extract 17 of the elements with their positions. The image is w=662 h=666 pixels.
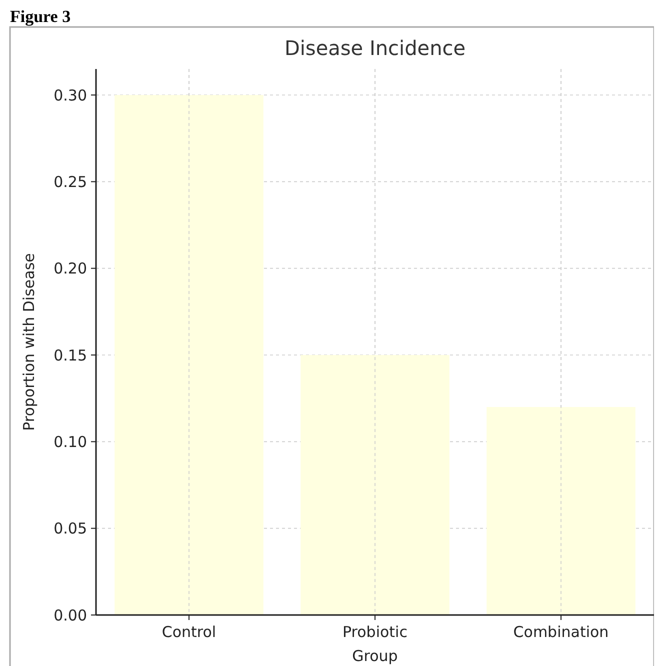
y-tick-label: 0.20 xyxy=(54,260,87,278)
bar xyxy=(300,355,450,615)
y-tick-label: 0.15 xyxy=(54,346,87,364)
bar xyxy=(486,407,636,615)
x-tick-label: Combination xyxy=(513,623,609,641)
y-tick-label: 0.30 xyxy=(54,86,87,104)
x-tick-label: Control xyxy=(162,623,216,641)
chart-title: Disease Incidence xyxy=(284,36,466,60)
y-axis-title: Proportion with Disease xyxy=(20,253,38,431)
x-tick-label: Probiotic xyxy=(342,623,408,641)
bar xyxy=(114,95,264,615)
caption: Figure 3 xyxy=(10,7,71,26)
y-tick-label: 0.10 xyxy=(54,432,87,451)
y-tick-label: 0.25 xyxy=(54,172,87,191)
y-tick-label: 0.00 xyxy=(54,606,87,624)
y-tick-label: 0.05 xyxy=(54,520,87,538)
x-axis-title: Group xyxy=(352,647,398,665)
